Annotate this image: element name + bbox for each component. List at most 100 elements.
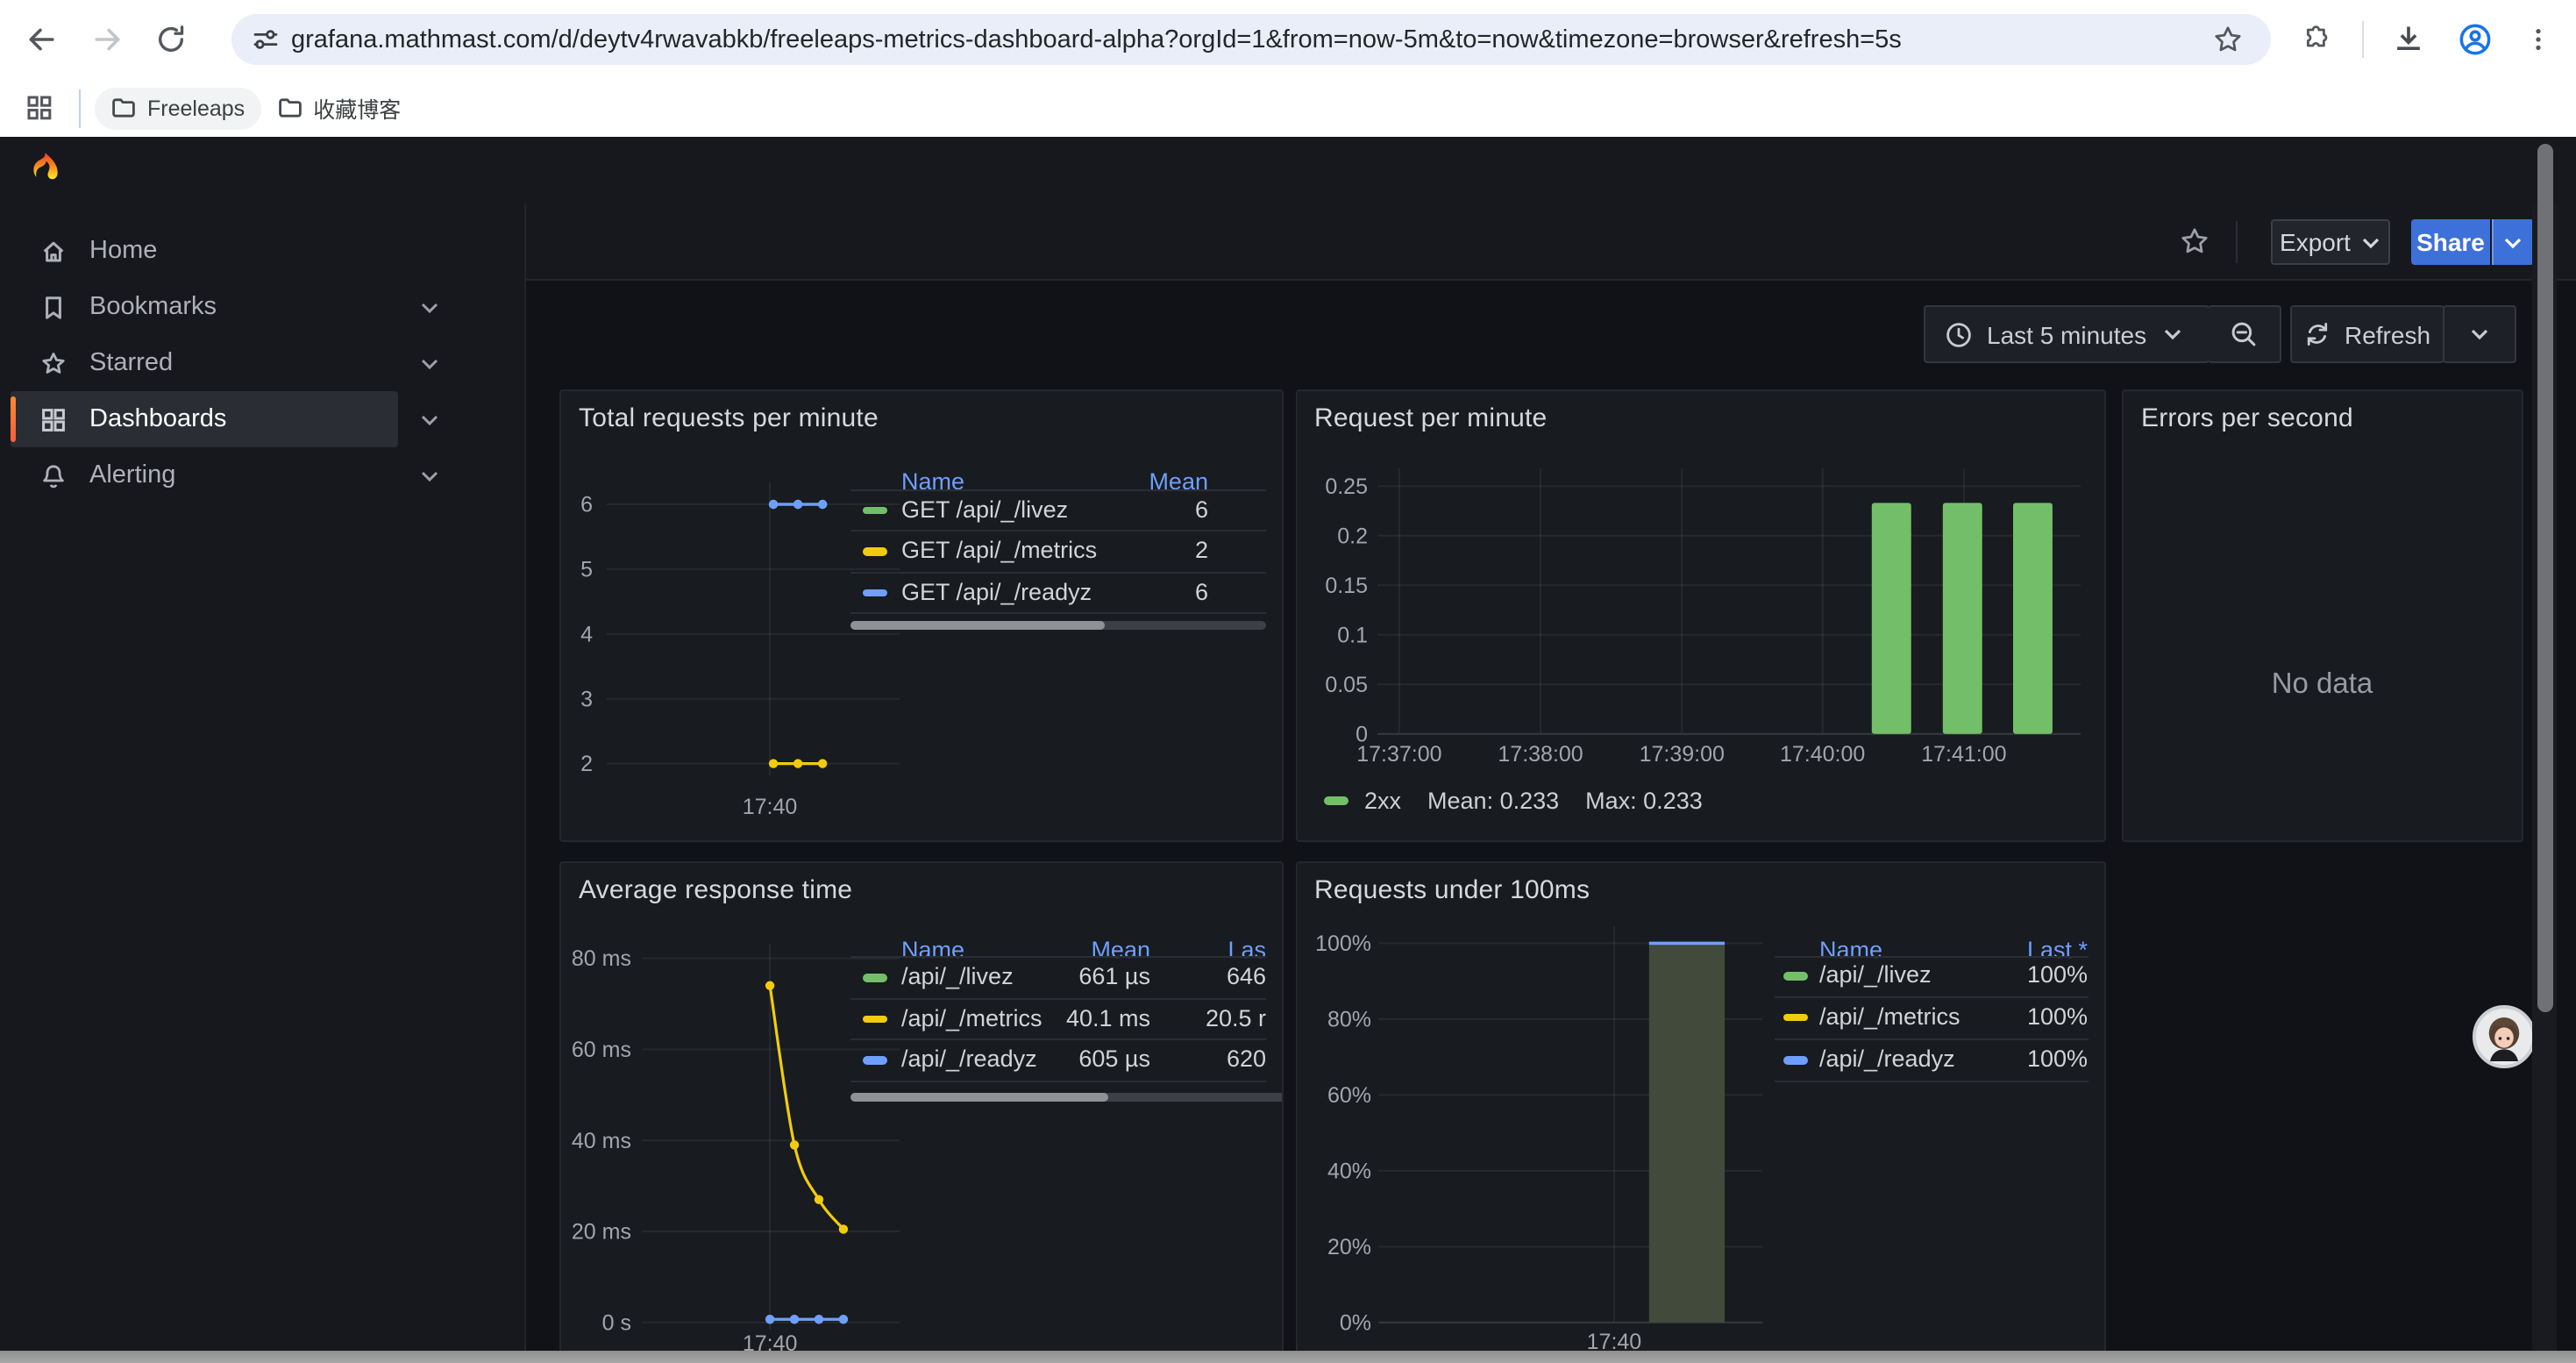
sidebar-nav: Home Bookmarks StarredDashboards Alerting <box>0 203 526 1363</box>
series-value: 6 <box>1015 494 1208 525</box>
bookmark-icon <box>40 294 67 320</box>
floating-assistant-avatar[interactable] <box>2473 1005 2536 1068</box>
extensions-button[interactable] <box>2287 9 2346 68</box>
table-row-divider <box>850 531 1266 532</box>
panel-average-response-time: Average response time 80 ms60 ms40 ms20 … <box>559 860 1284 1363</box>
bookmark-label: Freeleaps <box>147 96 245 120</box>
svg-text:17:37:00: 17:37:00 <box>1356 742 1441 767</box>
table-row-divider <box>1775 1038 2088 1039</box>
refresh-label: Refresh <box>2345 320 2430 348</box>
legend-row[interactable]: /api/_/livez100% <box>1775 960 2104 992</box>
series-swatch <box>863 547 887 555</box>
browser-menu-button[interactable] <box>2508 9 2567 68</box>
horizontal-scrollbar[interactable] <box>0 1351 2576 1363</box>
legend-row[interactable]: /api/_/readyz100% <box>1775 1044 2104 1075</box>
active-item-accent-bar <box>11 396 16 442</box>
chevron-down-icon <box>2164 328 2181 340</box>
series-name: 2xx <box>1364 788 1401 814</box>
no-data-message: No data <box>2124 668 2521 702</box>
series-value: 6 <box>1015 576 1208 608</box>
apps-grid-icon <box>25 95 52 121</box>
refresh-icon <box>2304 321 2330 347</box>
bookmark-star-icon[interactable] <box>2213 25 2243 54</box>
chevron-down-icon <box>2471 328 2488 340</box>
legend-row[interactable]: /api/_/metrics100% <box>1775 1001 2104 1032</box>
panel-title[interactable]: Errors per second <box>2141 403 2353 433</box>
panel-request-per-minute: Request per minute 0.250.20.150.10.05017… <box>1295 389 2106 842</box>
bell-icon <box>40 462 67 489</box>
profile-icon <box>2458 22 2491 55</box>
legend-row[interactable]: GET /api/_/metrics2 <box>850 535 1282 567</box>
time-range-picker[interactable]: Last 5 minutes <box>1924 305 2210 363</box>
url-bar[interactable]: grafana.mathmast.com/d/deytv4rwavabkb/fr… <box>231 14 2271 65</box>
sidebar-item-label: Alerting <box>89 461 175 489</box>
series-swatch <box>1783 1013 1807 1021</box>
chevron-down-icon[interactable] <box>414 279 445 335</box>
profile-button[interactable] <box>2444 9 2504 68</box>
chevron-down-icon <box>2363 236 2380 248</box>
table-row-divider <box>850 956 1266 958</box>
legend-row[interactable]: /api/_/livez661 µs646 <box>850 961 1282 993</box>
favorite-star-icon[interactable] <box>2180 226 2210 256</box>
bar-request-per-minute <box>2012 503 2052 733</box>
folder-icon <box>110 95 137 121</box>
bar-request-per-minute <box>1942 503 1982 733</box>
forward-button[interactable] <box>77 9 137 68</box>
svg-text:17:41:00: 17:41:00 <box>1920 742 2005 767</box>
table-row-divider <box>850 489 1266 490</box>
chevron-down-icon[interactable] <box>414 391 445 447</box>
bookmark-folder-freeleaps[interactable]: Freeleaps <box>95 87 260 129</box>
back-icon <box>25 24 55 54</box>
legend-row[interactable]: /api/_/readyz605 µs620 <box>850 1044 1282 1075</box>
sidebar-item-alerting[interactable]: Alerting <box>11 447 398 503</box>
vertical-scrollbar-thumb[interactable] <box>2537 144 2553 1012</box>
legend-table: NameMeanGET /api/_/livez6GET /api/_/metr… <box>561 391 1282 840</box>
downloads-button[interactable] <box>2378 9 2437 68</box>
grafana-header: Grafana Home › Dashboards › Freeleaps Me… <box>0 137 2576 205</box>
sidebar-item-dashboards[interactable]: Dashboards <box>11 391 398 447</box>
request-per-minute-chart: 0.250.20.150.10.05017:37:0017:38:0017:39… <box>1297 391 2104 840</box>
refresh-button[interactable]: Refresh <box>2290 305 2444 363</box>
zoom-out-icon <box>2229 319 2259 349</box>
home-icon <box>40 238 67 264</box>
legend-table: NameLast */api/_/livez100%/api/_/metrics… <box>1297 862 2104 1363</box>
legend-scrollbar-thumb[interactable] <box>850 620 1105 629</box>
sidebar-item-starred[interactable]: Starred <box>11 335 398 391</box>
chevron-down-icon[interactable] <box>414 447 445 503</box>
series-swatch <box>863 589 887 596</box>
reload-button[interactable] <box>140 9 200 68</box>
legend-scrollbar-thumb[interactable] <box>850 1092 1108 1101</box>
legend-row[interactable]: GET /api/_/livez6 <box>850 494 1282 525</box>
request-per-minute-plot: 0.250.20.150.10.05017:37:0017:38:0017:39… <box>1297 391 2106 842</box>
series-value: 100% <box>1895 960 2088 992</box>
chart-legend[interactable]: 2xx Mean: 0.233 Max: 0.233 <box>1324 788 1703 814</box>
actions-divider <box>2236 221 2238 263</box>
zoom-out-button[interactable] <box>2208 305 2281 363</box>
panel-errors-per-second: Errors per second No data <box>2122 389 2523 842</box>
apps-grid-button[interactable] <box>12 83 65 132</box>
series-value: 20.5 r <box>1073 1003 1266 1034</box>
sidebar-item-label: Bookmarks <box>89 293 217 321</box>
svg-text:17:38:00: 17:38:00 <box>1497 742 1582 767</box>
legend-row[interactable]: /api/_/metrics40.1 ms20.5 r <box>850 1003 1282 1034</box>
panel-requests-under-100ms: Requests under 100ms 100%80%60%40%20%0%1… <box>1295 860 2106 1363</box>
share-button[interactable]: Share <box>2411 219 2490 265</box>
sidebar-item-home[interactable]: Home <box>11 223 398 279</box>
bookmark-folder-blogs[interactable]: 收藏博客 <box>260 87 416 129</box>
back-button[interactable] <box>11 9 70 68</box>
export-button[interactable]: Export <box>2270 219 2390 265</box>
browser-chrome: grafana.mathmast.com/d/deytv4rwavabkb/fr… <box>0 0 2576 137</box>
share-dropdown-button[interactable] <box>2491 219 2533 265</box>
series-value: 100% <box>1895 1001 2088 1032</box>
bookmarks-bar: Freeleaps 收藏博客 <box>0 79 2576 137</box>
refresh-interval-button[interactable] <box>2443 305 2516 363</box>
sidebar-item-bookmarks[interactable]: Bookmarks <box>11 279 398 335</box>
svg-text:0.15: 0.15 <box>1324 574 1367 598</box>
legend-row[interactable]: GET /api/_/readyz6 <box>850 576 1282 608</box>
browser-toolbar: grafana.mathmast.com/d/deytv4rwavabkb/fr… <box>0 0 2576 79</box>
chevron-down-icon[interactable] <box>414 335 445 391</box>
folder-icon <box>276 95 302 121</box>
series-value: 646 <box>1073 961 1266 993</box>
grafana-logo[interactable] <box>26 151 63 188</box>
series-swatch <box>863 506 887 514</box>
